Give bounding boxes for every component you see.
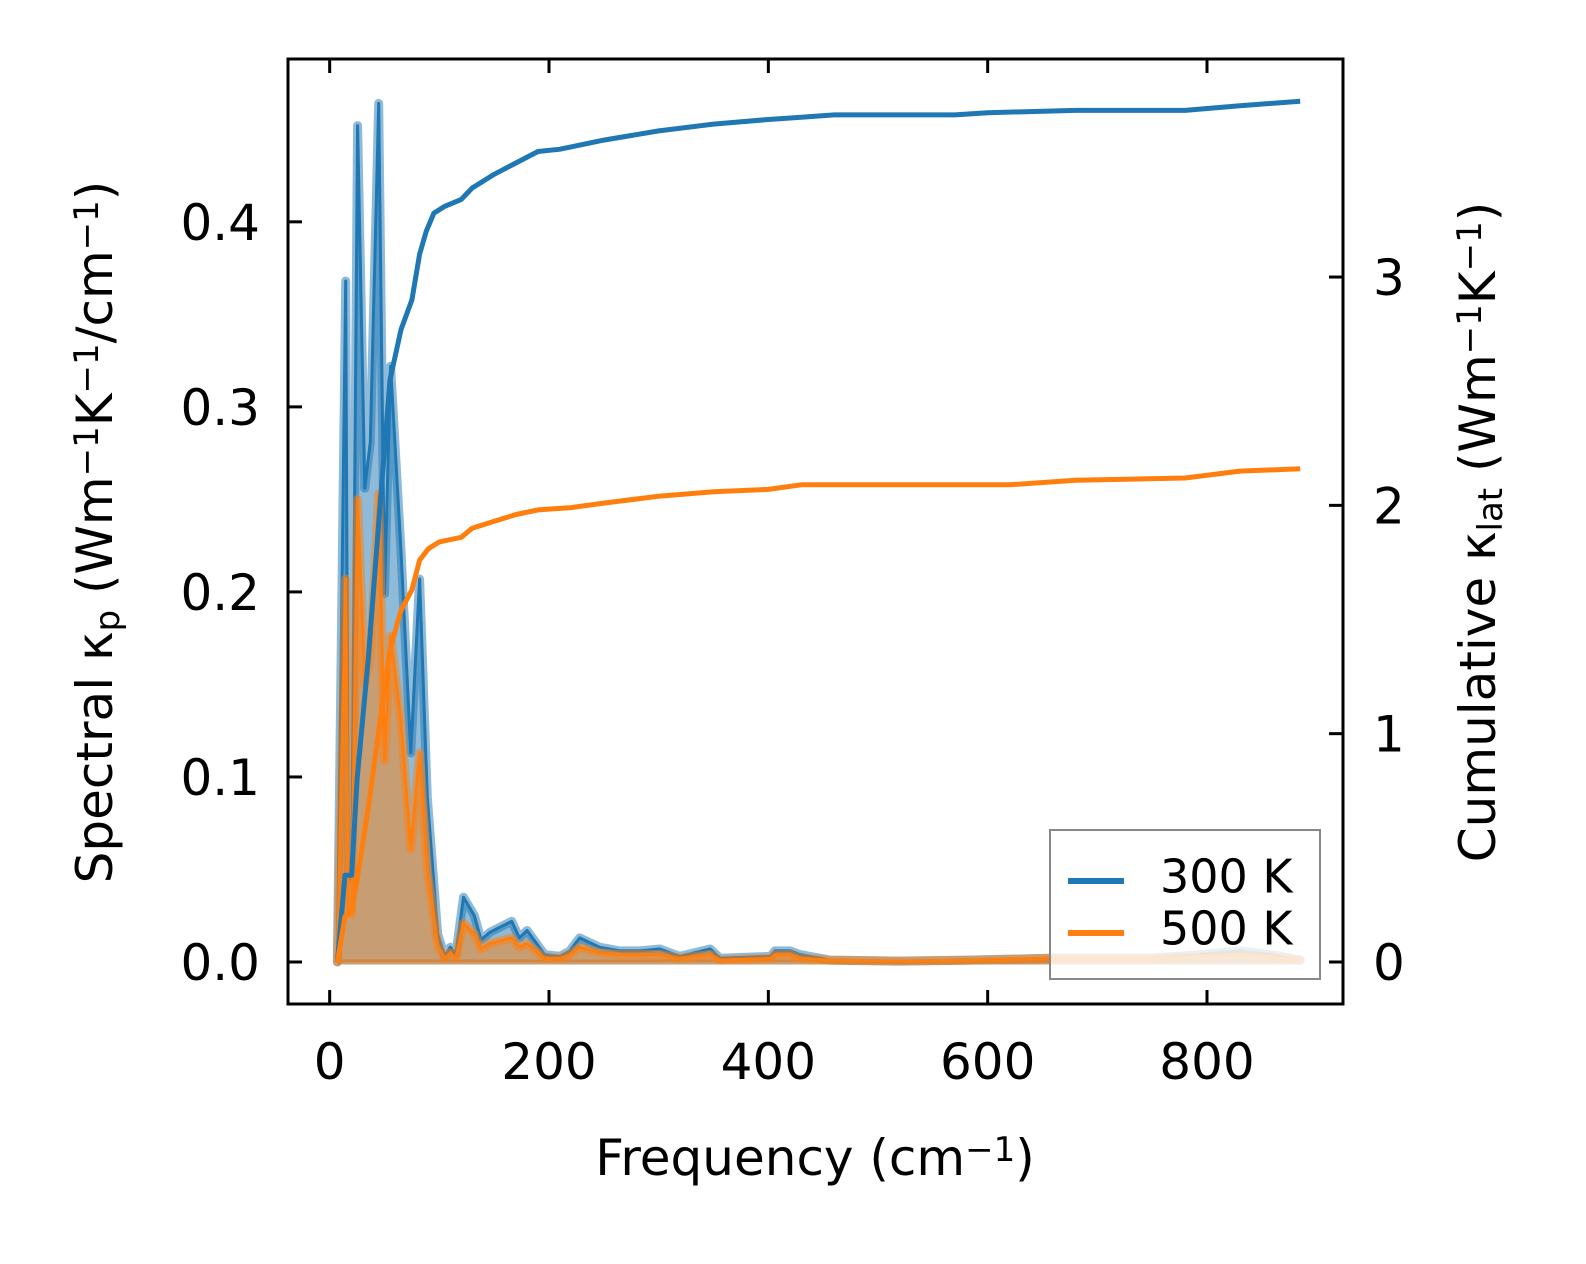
x-axis-label: Frequency (cm−1) bbox=[595, 1129, 1035, 1187]
x-tick-label: 600 bbox=[940, 1033, 1035, 1091]
legend-label-500k: 500 K bbox=[1160, 902, 1294, 956]
y-axis-right-label: Cumulative κlat (Wm−1K−1) bbox=[1449, 202, 1511, 862]
cumulative-line-500k bbox=[334, 466, 1301, 963]
y-left-tick-label: 0.3 bbox=[180, 379, 260, 437]
y-right-tick-label: 1 bbox=[1373, 706, 1405, 764]
spectral-line-500k bbox=[335, 492, 1301, 963]
y-left-tick-label: 0.4 bbox=[180, 194, 260, 252]
y-axis-left-label: Spectral κp (Wm−1K−1/cm−1) bbox=[66, 181, 128, 884]
legend: 300 K 500 K bbox=[1049, 829, 1321, 980]
axes-frame bbox=[286, 57, 1345, 1006]
legend-label-300k: 300 K bbox=[1160, 850, 1294, 904]
legend-frame bbox=[1049, 829, 1321, 980]
y-left-tick-label: 0.1 bbox=[180, 749, 260, 807]
cumulative-line-300k bbox=[334, 98, 1301, 963]
y-left-tick-label: 0.2 bbox=[180, 564, 260, 622]
x-tick-label: 0 bbox=[314, 1033, 346, 1091]
y-right-tick-label: 3 bbox=[1373, 249, 1405, 307]
x-tick-label: 200 bbox=[501, 1033, 596, 1091]
plot-area bbox=[332, 98, 1305, 967]
x-tick-label: 800 bbox=[1159, 1033, 1254, 1091]
x-tick-label: 400 bbox=[721, 1033, 816, 1091]
y-right-tick-label: 2 bbox=[1373, 477, 1405, 535]
y-right-tick-label: 0 bbox=[1373, 934, 1405, 992]
y-left-tick-label: 0.0 bbox=[180, 934, 260, 992]
axis-ticks: 0 200 400 600 800 0.0 0.1 0.2 0.3 0.4 0 1 2 3 bbox=[180, 59, 1405, 1091]
